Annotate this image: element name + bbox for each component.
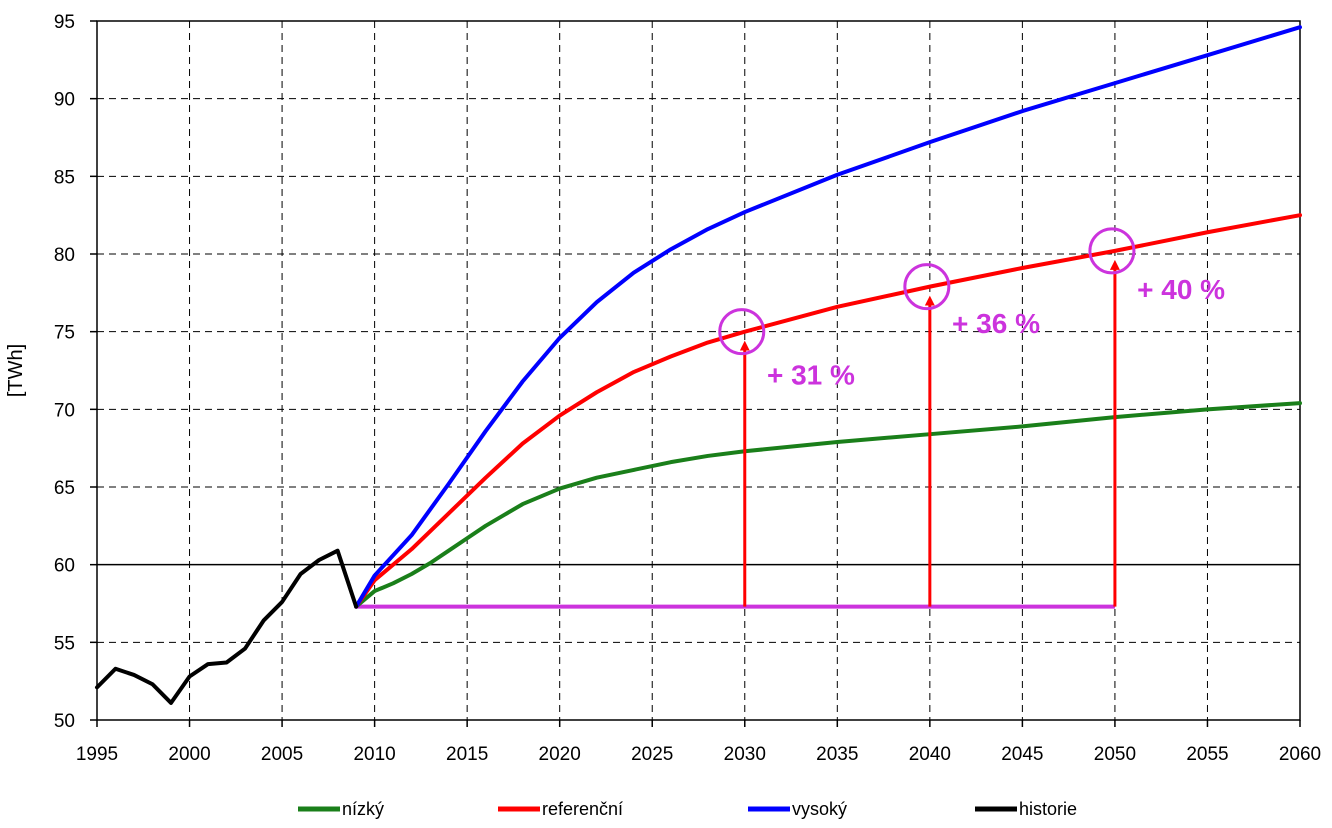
axes: 1995 2000 2005 2010 2015 2020 2025 2030 2035 2040…	[5, 12, 1321, 765]
x-tick-label: 1995	[76, 744, 118, 765]
y-tick-label: 95	[54, 12, 75, 33]
series-line-2	[354, 213, 1302, 609]
grid	[97, 21, 1300, 720]
series	[95, 25, 1302, 705]
x-tick-label: 2005	[261, 744, 303, 765]
y-tick-label: 50	[54, 711, 75, 732]
annotations: + 31 % + 36 % + 40 %	[718, 227, 1225, 607]
legend-label: vysoký	[792, 799, 847, 819]
y-tick-label: 85	[54, 167, 75, 188]
x-tick-label: 2025	[631, 744, 673, 765]
legend-label: historie	[1019, 799, 1077, 819]
x-tick-label: 2000	[168, 744, 210, 765]
y-tick-label: 65	[54, 478, 75, 499]
y-tick-label: 70	[54, 400, 75, 421]
x-tick-label: 2020	[539, 744, 581, 765]
y-axis-label: [TWh]	[5, 344, 27, 397]
legend-label: referenční	[542, 799, 623, 819]
x-tick-label: 2060	[1279, 744, 1321, 765]
annotation-label: + 36 %	[952, 308, 1040, 339]
x-tick-label: 2045	[1001, 744, 1043, 765]
series-line-3	[354, 25, 1302, 609]
x-tick-label: 2030	[724, 744, 766, 765]
annotation-label: + 31 %	[767, 359, 855, 390]
plot-frame	[96, 20, 1301, 721]
y-tick-label: 75	[54, 323, 75, 344]
x-tick-label: 2035	[816, 744, 858, 765]
y-tick-label: 90	[54, 90, 75, 111]
x-tick-label: 2015	[446, 744, 488, 765]
y-tick-label: 60	[54, 556, 75, 577]
x-tick-label: 2040	[909, 744, 951, 765]
y-tick-label: 55	[54, 633, 75, 654]
x-tick-label: 2050	[1094, 744, 1136, 765]
annotation-circle	[718, 308, 766, 356]
legend: nízký referenční vysoký historie	[298, 799, 1077, 819]
annotation-circle	[903, 263, 951, 311]
series-line-4	[95, 548, 359, 705]
x-tick-label: 2055	[1186, 744, 1228, 765]
y-tick-label: 80	[54, 245, 75, 266]
legend-label: nízký	[342, 799, 384, 819]
annotation-label: + 40 %	[1137, 274, 1225, 305]
series-line-1	[354, 401, 1302, 609]
annotation-circle	[1088, 227, 1136, 275]
x-tick-label: 2010	[353, 744, 395, 765]
